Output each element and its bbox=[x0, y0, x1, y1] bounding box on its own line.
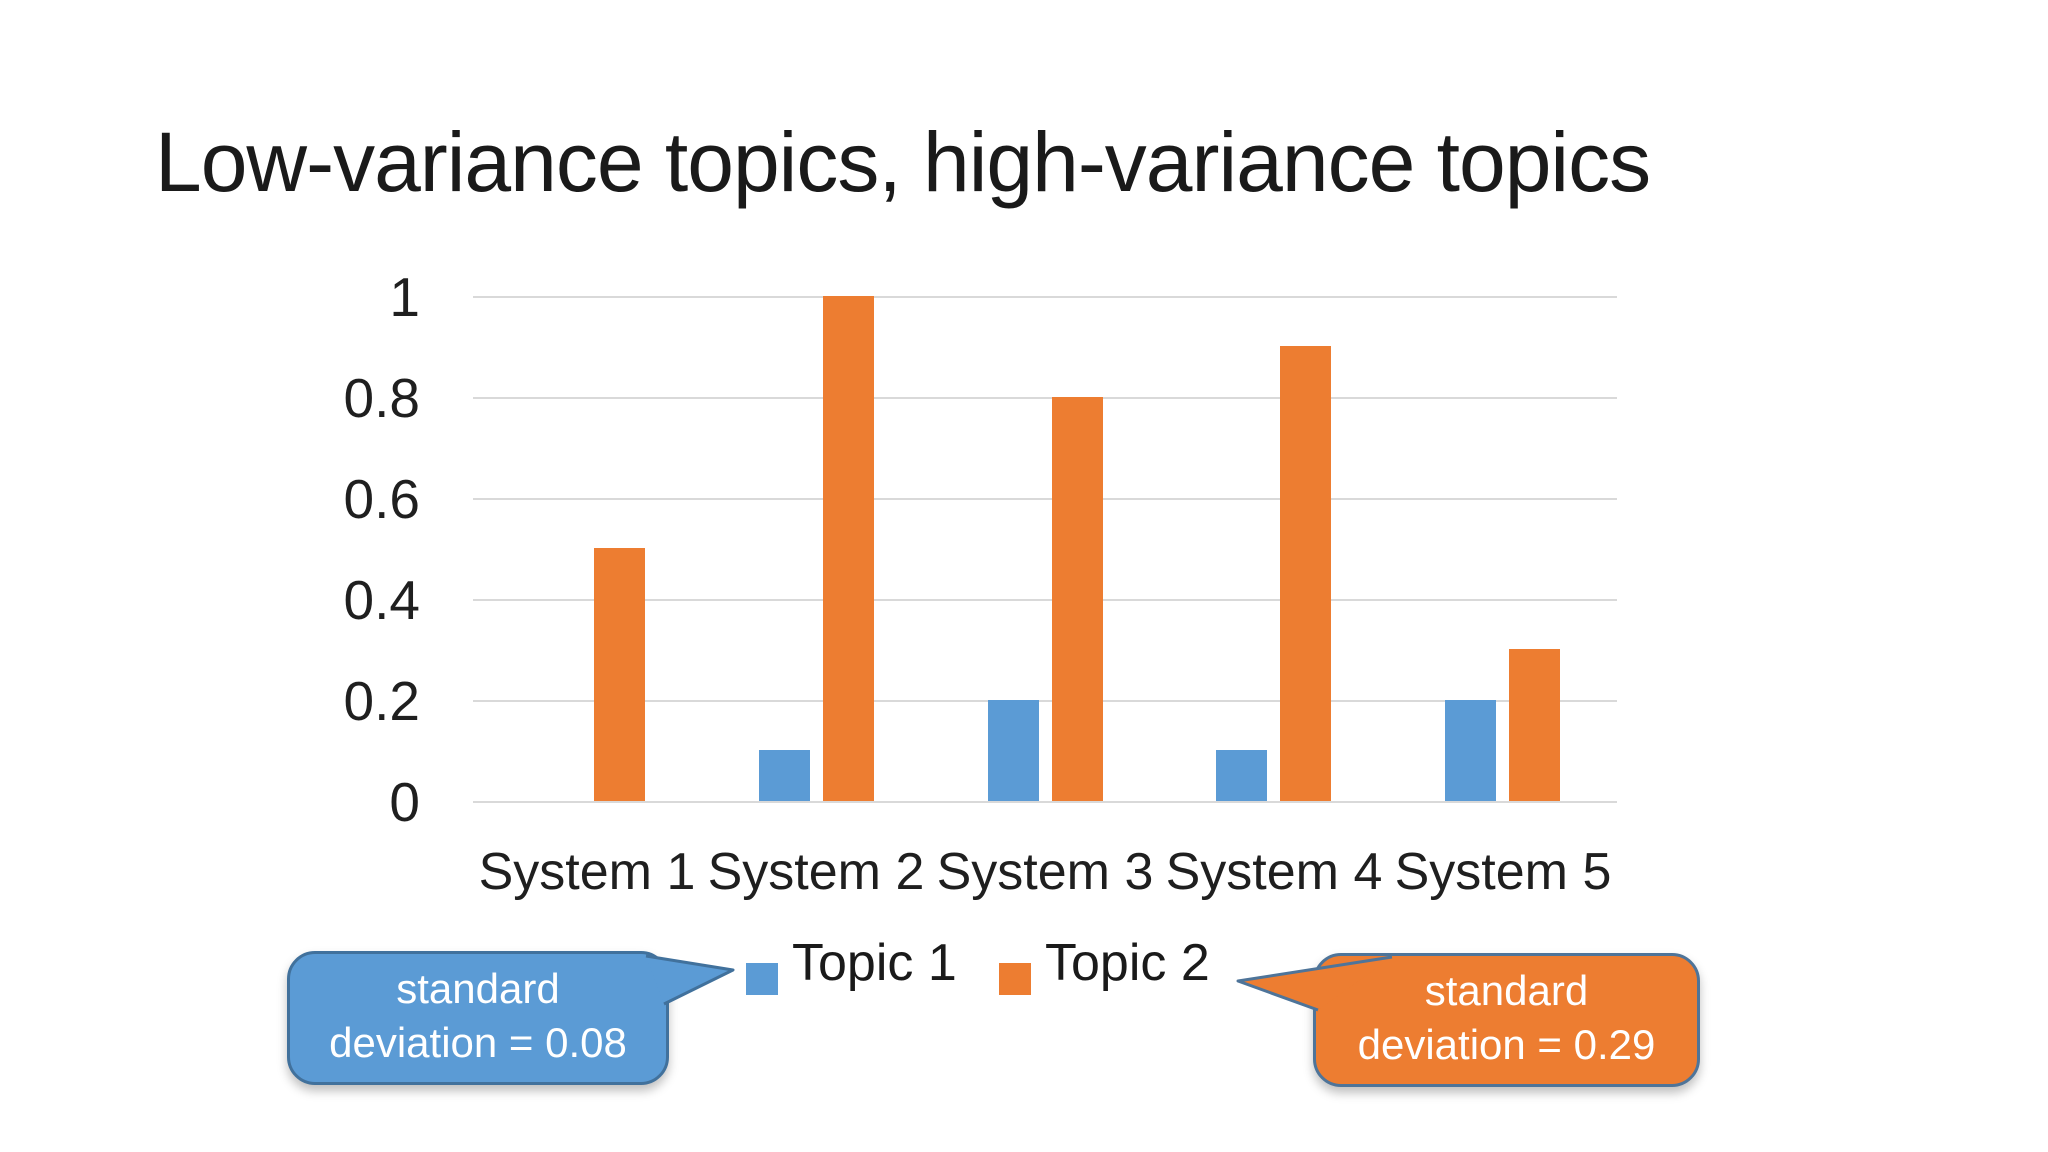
y-tick-label-0: 0 bbox=[389, 771, 420, 833]
y-tick-label-0.2: 0.2 bbox=[343, 670, 420, 732]
gridline-0.2 bbox=[473, 700, 1617, 702]
y-tick-label-0.8: 0.8 bbox=[343, 367, 420, 429]
topic2-legend-swatch-icon bbox=[999, 963, 1031, 995]
topic1-legend-swatch-icon bbox=[746, 963, 778, 995]
y-tick-label-0.4: 0.4 bbox=[343, 569, 420, 631]
callout-topic1-line1: standard bbox=[396, 965, 560, 1012]
bar-topic-1-system-4 bbox=[1216, 750, 1267, 801]
gridline-0.4 bbox=[473, 599, 1617, 601]
callout-topic1: standard deviation = 0.08 bbox=[287, 951, 669, 1085]
x-category-label-system-3: System 3 bbox=[936, 843, 1154, 901]
y-tick-label-1: 1 bbox=[389, 266, 420, 328]
bar-topic-2-system-4 bbox=[1280, 346, 1331, 801]
gridline-0.8 bbox=[473, 397, 1617, 399]
legend-label-topic1: Topic 1 bbox=[792, 934, 957, 992]
bar-topic-1-system-3 bbox=[988, 700, 1039, 801]
bar-topic-1-system-2 bbox=[759, 750, 810, 801]
callout-topic2: standard deviation = 0.29 bbox=[1313, 953, 1700, 1087]
gridline-0.6 bbox=[473, 498, 1617, 500]
callout-topic2-line1: standard bbox=[1424, 967, 1589, 1014]
x-category-label-system-5: System 5 bbox=[1394, 843, 1612, 901]
page-title: Low-variance topics, high-variance topic… bbox=[155, 115, 1651, 209]
callout-topic1-line2: deviation = 0.08 bbox=[329, 1019, 627, 1066]
bar-topic-2-system-5 bbox=[1509, 649, 1560, 801]
bar-topic-2-system-2 bbox=[823, 296, 874, 801]
x-category-label-system-2: System 2 bbox=[707, 843, 925, 901]
chart-plot-area bbox=[473, 296, 1617, 803]
bar-topic-2-system-3 bbox=[1052, 397, 1103, 801]
bar-topic-1-system-5 bbox=[1445, 700, 1496, 801]
callout-topic2-line2: deviation = 0.29 bbox=[1357, 1021, 1656, 1068]
legend-label-topic2: Topic 2 bbox=[1045, 934, 1210, 992]
gridline-0 bbox=[473, 801, 1617, 803]
x-category-label-system-4: System 4 bbox=[1165, 843, 1383, 901]
x-category-label-system-1: System 1 bbox=[478, 843, 696, 901]
gridline-1 bbox=[473, 296, 1617, 298]
y-tick-label-0.6: 0.6 bbox=[343, 468, 420, 530]
bar-topic-2-system-1 bbox=[594, 548, 645, 801]
